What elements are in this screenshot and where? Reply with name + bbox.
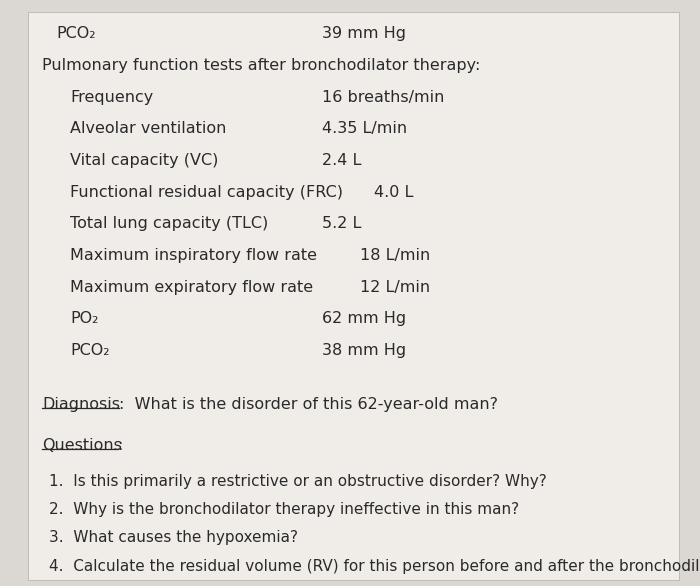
Text: 3.  What causes the hypoxemia?: 3. What causes the hypoxemia? xyxy=(49,530,298,546)
FancyBboxPatch shape xyxy=(28,12,679,580)
Text: 62 mm Hg: 62 mm Hg xyxy=(322,311,406,326)
Text: :: : xyxy=(118,438,123,453)
Text: Alveolar ventilation: Alveolar ventilation xyxy=(70,121,226,137)
Text: 4.35 L/min: 4.35 L/min xyxy=(322,121,407,137)
Text: Maximum expiratory flow rate: Maximum expiratory flow rate xyxy=(70,280,313,295)
Text: 2.  Why is the bronchodilator therapy ineffective in this man?: 2. Why is the bronchodilator therapy ine… xyxy=(49,502,519,517)
Text: Diagnosis: Diagnosis xyxy=(42,397,120,411)
Text: 39 mm Hg: 39 mm Hg xyxy=(322,26,406,42)
Text: 2.4 L: 2.4 L xyxy=(322,153,361,168)
Text: 1.  Is this primarily a restrictive or an obstructive disorder? Why?: 1. Is this primarily a restrictive or an… xyxy=(49,474,547,489)
Text: Frequency: Frequency xyxy=(70,90,153,105)
Text: Questions: Questions xyxy=(42,438,122,453)
Text: :  What is the disorder of this 62-year-old man?: : What is the disorder of this 62-year-o… xyxy=(119,397,498,411)
Text: 12 L/min: 12 L/min xyxy=(360,280,430,295)
Text: PO₂: PO₂ xyxy=(70,311,99,326)
Text: Functional residual capacity (FRC): Functional residual capacity (FRC) xyxy=(70,185,343,200)
Text: 4.0 L: 4.0 L xyxy=(374,185,414,200)
Text: 18 L/min: 18 L/min xyxy=(360,248,430,263)
Text: Total lung capacity (TLC): Total lung capacity (TLC) xyxy=(70,216,268,231)
Text: 5.2 L: 5.2 L xyxy=(322,216,361,231)
Text: PCO₂: PCO₂ xyxy=(70,343,109,358)
Text: Pulmonary function tests after bronchodilator therapy:: Pulmonary function tests after bronchodi… xyxy=(42,58,480,73)
Text: PCO₂: PCO₂ xyxy=(56,26,95,42)
Text: Vital capacity (VC): Vital capacity (VC) xyxy=(70,153,218,168)
Text: 38 mm Hg: 38 mm Hg xyxy=(322,343,406,358)
Text: 16 breaths/min: 16 breaths/min xyxy=(322,90,444,105)
Text: 4.  Calculate the residual volume (RV) for this person before and after the bron: 4. Calculate the residual volume (RV) fo… xyxy=(49,558,700,574)
Text: Maximum inspiratory flow rate: Maximum inspiratory flow rate xyxy=(70,248,317,263)
